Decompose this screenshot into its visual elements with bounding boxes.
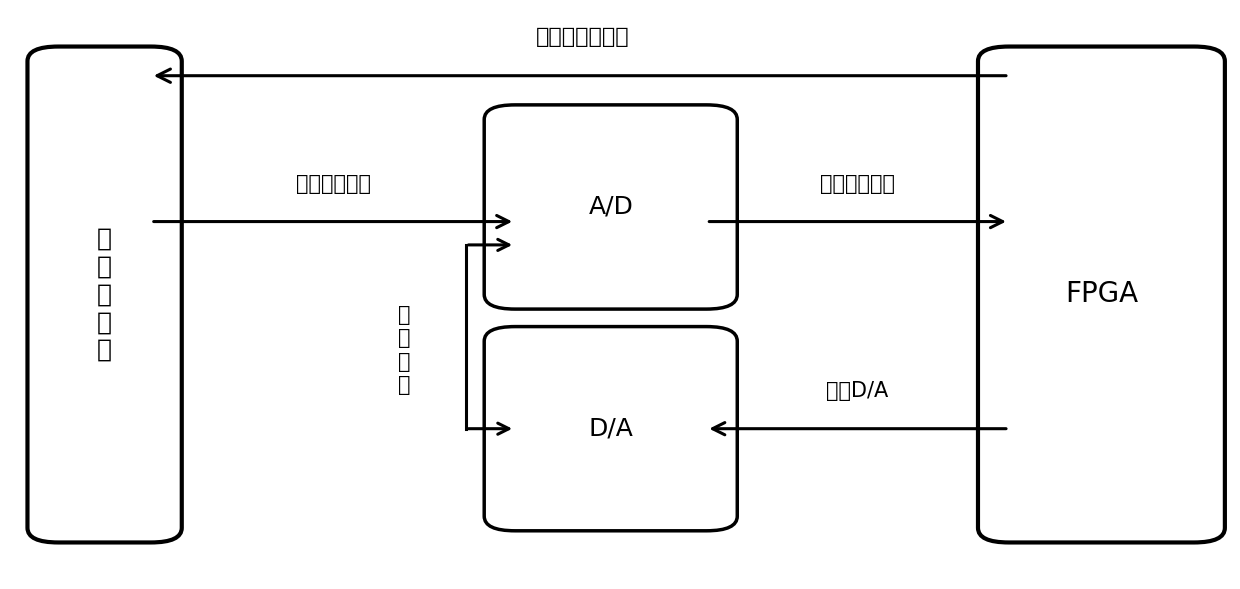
FancyBboxPatch shape	[484, 105, 738, 309]
Text: A/D: A/D	[588, 195, 634, 219]
Text: 红
外
探
测
器: 红 外 探 测 器	[97, 227, 112, 362]
Text: 模拟输出信号: 模拟输出信号	[296, 174, 371, 194]
Text: 数字输出信号: 数字输出信号	[820, 174, 894, 194]
Text: 驱动D/A: 驱动D/A	[826, 380, 888, 401]
FancyBboxPatch shape	[27, 47, 182, 542]
Text: 驱动探测器时序: 驱动探测器时序	[536, 27, 630, 47]
Text: FPGA: FPGA	[1065, 280, 1138, 309]
Text: 基
准
电
压: 基 准 电 压	[398, 305, 410, 395]
FancyBboxPatch shape	[484, 326, 738, 531]
FancyBboxPatch shape	[978, 47, 1225, 542]
Text: D/A: D/A	[588, 416, 634, 441]
